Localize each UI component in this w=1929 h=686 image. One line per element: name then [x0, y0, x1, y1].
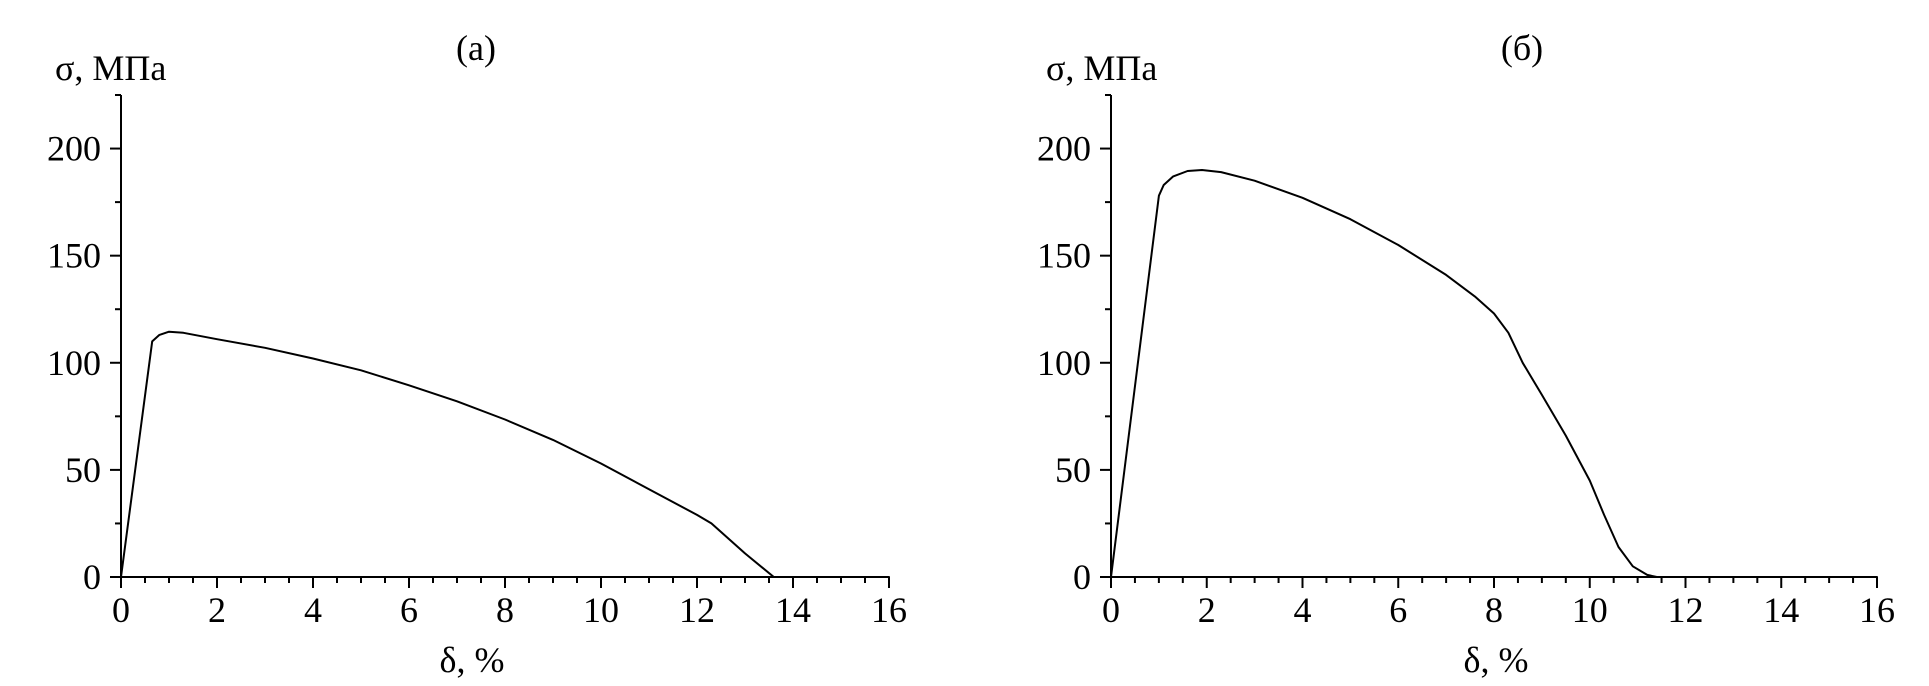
x-tick-label: 4 — [304, 590, 322, 630]
y-tick-label: 0 — [83, 557, 101, 597]
x-tick-label: 10 — [1572, 590, 1608, 630]
chart-panel-2: 0 2 4 6 8 10 12 14 16 0 50 100 150 200 (б) σ, МПа δ, % — [1037, 28, 1895, 680]
y-tick-label: 100 — [47, 343, 101, 383]
y-tick-label: 0 — [1073, 557, 1091, 597]
x-tick-label: 8 — [1485, 590, 1503, 630]
y-tick-label: 200 — [47, 129, 101, 169]
x-axis-title: δ, % — [440, 640, 505, 680]
y-tick-label: 50 — [65, 450, 101, 490]
x-tick-label: 16 — [1859, 590, 1895, 630]
x-tick-label: 14 — [1763, 590, 1799, 630]
x-tick-label: 14 — [775, 590, 811, 630]
x-axis-title: δ, % — [1464, 640, 1529, 680]
x-tick-label: 0 — [1102, 590, 1120, 630]
stress-strain-curve — [1110, 169, 1658, 578]
x-tick-label: 2 — [1198, 590, 1216, 630]
y-tick-label: 150 — [1037, 236, 1091, 276]
x-tick-label: 4 — [1294, 590, 1312, 630]
y-tick-label: 200 — [1037, 129, 1091, 169]
x-tick-label: 8 — [496, 590, 514, 630]
x-tick-label: 12 — [1668, 590, 1704, 630]
y-tick-label: 100 — [1037, 343, 1091, 383]
y-axis-title: σ, МПа — [55, 48, 166, 88]
x-tick-label: 6 — [400, 590, 418, 630]
x-tick-label: 16 — [871, 590, 907, 630]
x-tick-label: 10 — [583, 590, 619, 630]
x-tick-label: 2 — [208, 590, 226, 630]
chart-panel-1: 0 2 4 6 8 10 12 14 16 0 50 100 150 200 (a) σ, МПа δ, % — [47, 28, 907, 680]
stress-strain-curve — [120, 330, 775, 578]
x-tick-label: 6 — [1389, 590, 1407, 630]
y-axis-title: σ, МПа — [1046, 48, 1157, 88]
panel-label: (б) — [1501, 28, 1543, 68]
y-tick-label: 50 — [1055, 450, 1091, 490]
x-tick-label: 0 — [112, 590, 130, 630]
panel-label: (a) — [456, 28, 496, 68]
y-tick-label: 150 — [47, 236, 101, 276]
x-tick-label: 12 — [679, 590, 715, 630]
